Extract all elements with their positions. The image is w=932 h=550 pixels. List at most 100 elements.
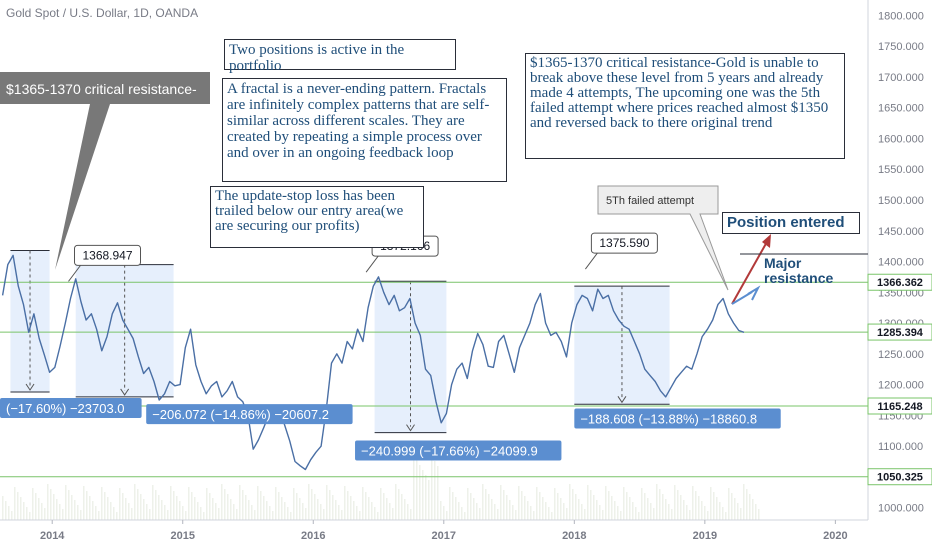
volume-bar <box>653 508 655 520</box>
price-label: 1285.394 <box>877 327 924 339</box>
volume-bar <box>500 485 502 520</box>
volume-bar <box>191 492 193 520</box>
volume-bar <box>470 493 472 520</box>
volume-bar <box>617 506 619 520</box>
volume-bar <box>413 455 415 520</box>
volume-bar <box>221 484 223 520</box>
volume-bar <box>689 510 691 520</box>
volume-bar <box>626 492 628 520</box>
arrow-red-head <box>762 234 771 248</box>
y-tick-label: 1550.000 <box>878 164 924 176</box>
note-stop-loss: The update-stop loss has been trailed be… <box>210 186 424 248</box>
volume-bar <box>536 487 538 520</box>
x-tick-label: 2017 <box>432 530 456 542</box>
volume-bar <box>185 511 187 520</box>
volume-bar <box>317 499 319 520</box>
measure-boxes <box>10 249 670 434</box>
volume-bar <box>458 502 460 520</box>
volume-bar <box>713 492 715 520</box>
volume-bar <box>137 489 139 520</box>
stat-label-box <box>146 404 353 425</box>
volume-bar <box>755 504 757 520</box>
volume-bar <box>215 503 217 520</box>
volume-bar <box>383 493 385 520</box>
volume-bar <box>206 488 208 520</box>
volume-bar <box>650 503 652 520</box>
volume-bar <box>722 507 724 520</box>
volume-bar <box>362 487 364 520</box>
volume-bar <box>368 497 370 520</box>
volume-bar <box>590 490 592 520</box>
volume-bar <box>116 512 118 520</box>
volume-bar <box>416 460 418 520</box>
volume-bar <box>23 502 25 520</box>
volume-bar <box>593 495 595 520</box>
volume-bar <box>545 502 547 520</box>
volume-bar <box>443 506 445 520</box>
volume-bar <box>578 499 580 520</box>
volume-bar <box>386 498 388 520</box>
x-tick-label: 2019 <box>693 530 717 542</box>
volume-bar <box>182 506 184 520</box>
volume-bar <box>395 484 397 520</box>
volume-bar <box>164 505 166 520</box>
volume-bar <box>476 503 478 520</box>
y-tick-label: 1750.000 <box>878 41 924 53</box>
volume-bar <box>86 491 88 520</box>
price-line <box>1 254 745 471</box>
volume-bar <box>371 502 373 520</box>
volume-bar <box>233 504 235 520</box>
volume-bar <box>107 497 109 520</box>
volume-bar <box>629 497 631 520</box>
volume-bar <box>173 491 175 520</box>
volume-bar <box>326 485 328 520</box>
volume-bar <box>155 490 157 520</box>
volume-bar <box>56 499 58 520</box>
measure-arrowhead <box>406 424 415 432</box>
volume-bar <box>512 505 514 520</box>
volume-bar <box>65 485 67 520</box>
volume-bar <box>242 490 244 520</box>
volume-bar <box>506 495 508 520</box>
volume-bar <box>332 495 334 520</box>
volume-bar <box>338 505 340 520</box>
volume-bar <box>758 509 760 520</box>
measure-arrowhead <box>25 383 35 391</box>
volume-bar <box>248 500 250 520</box>
volume-bar <box>539 492 541 520</box>
x-tick-label: 2015 <box>170 530 194 542</box>
volume-bar <box>452 492 454 520</box>
volume-bar <box>263 496 265 520</box>
volume-bar <box>71 495 73 520</box>
volume-bar <box>407 504 409 520</box>
volume-bar <box>557 493 559 520</box>
volume-bar <box>11 511 13 520</box>
volume-bar <box>659 489 661 520</box>
peak-callout: 1375.590 <box>599 236 649 250</box>
stat-label-box <box>355 440 562 461</box>
volume-bar <box>89 496 91 520</box>
volume-bar <box>353 501 355 520</box>
volume-bar <box>611 496 613 520</box>
volume-bar <box>26 507 28 520</box>
volume-bar <box>431 456 433 520</box>
volume-bar <box>605 486 607 520</box>
volume-bar <box>461 507 463 520</box>
y-tick-label: 1200.000 <box>878 380 924 392</box>
volume-bar <box>467 488 469 520</box>
volume-bar <box>746 489 748 520</box>
volume-bar <box>437 466 439 520</box>
x-tick-label: 2020 <box>823 530 847 542</box>
peak-callout: 1368.947 <box>82 248 132 262</box>
volume-bar <box>239 485 241 520</box>
volume-bar <box>665 499 667 520</box>
price-label-box <box>867 468 932 486</box>
volume-bar <box>158 495 160 520</box>
volume-bar <box>716 497 718 520</box>
volume-bar <box>146 504 148 520</box>
volume-bar <box>356 506 358 520</box>
stat-label-box <box>0 398 142 418</box>
volume-bar <box>113 507 115 520</box>
volume-bar <box>299 498 301 520</box>
volume-bar <box>59 504 61 520</box>
